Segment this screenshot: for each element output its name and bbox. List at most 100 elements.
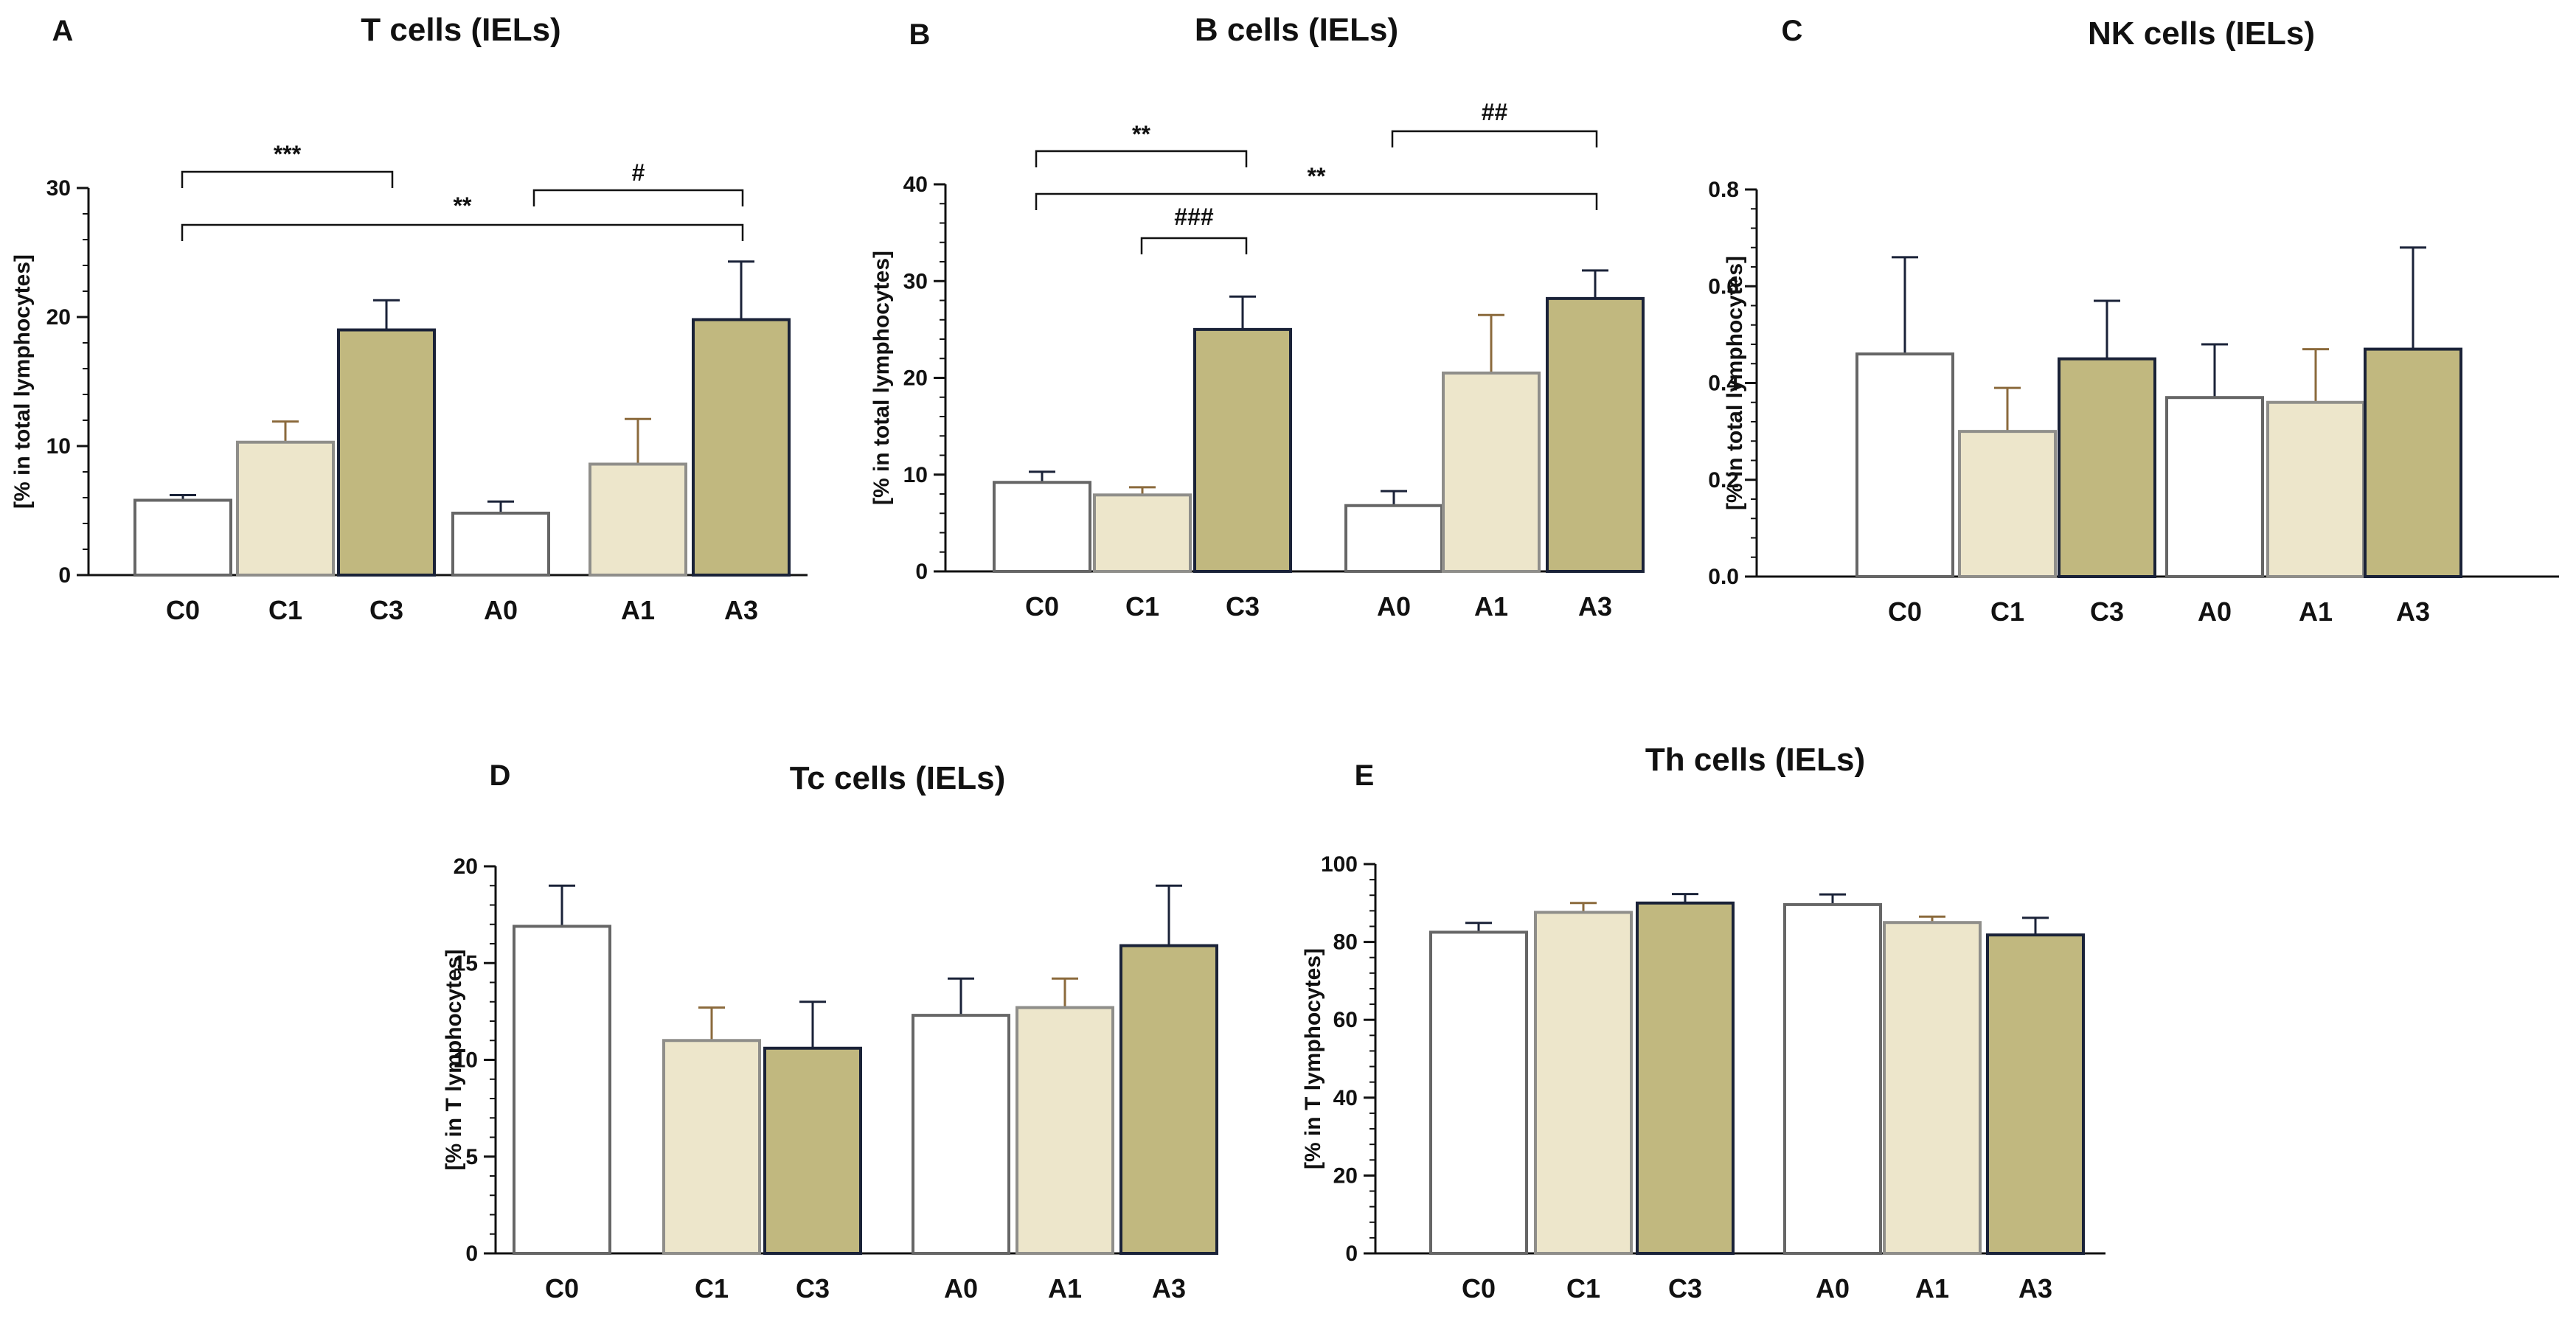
panel-letter: B xyxy=(909,18,931,51)
y-tick-label: 15 xyxy=(454,951,478,975)
y-tick-label: 0.2 xyxy=(1708,468,1739,493)
significance-label: ** xyxy=(1132,121,1150,147)
y-tick-label: 60 xyxy=(1333,1008,1358,1032)
bar-c1 xyxy=(236,440,335,577)
bar-c1 xyxy=(1093,493,1192,573)
x-tick-label: C3 xyxy=(796,1273,830,1304)
bar-c0 xyxy=(513,925,611,1255)
y-axis-label: [% in T lymphocytes] xyxy=(1301,948,1325,1169)
y-axis-label: [% in total lymphocytes] xyxy=(10,254,35,509)
y-axis-label: [% in total lymphocytes] xyxy=(869,251,894,505)
x-tick-label: C0 xyxy=(545,1273,579,1304)
x-tick-label: C0 xyxy=(1888,596,1922,627)
x-tick-label: C3 xyxy=(2090,596,2124,627)
x-tick-label: A0 xyxy=(484,595,518,625)
significance-label: # xyxy=(632,159,645,186)
bar-c0 xyxy=(993,481,1091,573)
bar-a3 xyxy=(1546,296,1645,573)
bar-a1 xyxy=(2266,400,2365,578)
bar-a0 xyxy=(912,1014,1010,1255)
chart-panel-c: C NK cells (IELs) [% in total lymphocytes]… xyxy=(1708,15,2559,627)
y-tick-label: 5 xyxy=(465,1145,478,1169)
bar-a3 xyxy=(2364,347,2462,578)
bar-c0 xyxy=(133,498,232,577)
y-tick-label: 0.8 xyxy=(1708,178,1739,202)
bar-a0 xyxy=(451,512,550,577)
y-tick-label: 100 xyxy=(1321,852,1358,877)
x-tick-label: A3 xyxy=(2018,1273,2052,1304)
chart-title: Tc cells (IELs) xyxy=(790,760,1006,796)
bar-c3 xyxy=(1636,901,1735,1256)
x-tick-label: C1 xyxy=(268,595,302,625)
x-tick-label: C1 xyxy=(1125,591,1159,622)
bar-c0 xyxy=(1429,930,1528,1256)
chart-title: B cells (IELs) xyxy=(1195,12,1398,48)
y-tick-label: 0 xyxy=(58,563,71,588)
y-tick-label: 10 xyxy=(903,463,928,487)
panel-letter: D xyxy=(490,759,511,792)
significance-bracket xyxy=(181,170,394,188)
bar-a3 xyxy=(692,318,791,577)
x-tick-label: A3 xyxy=(724,595,758,625)
x-tick-label: A1 xyxy=(2299,596,2333,627)
x-tick-label: A3 xyxy=(2396,596,2430,627)
y-tick-label: 0.0 xyxy=(1708,565,1739,589)
bar-a1 xyxy=(1883,921,1982,1255)
chart-title: T cells (IELs) xyxy=(361,12,560,48)
y-tick-label: 0.4 xyxy=(1708,372,1739,396)
chart-panel-e: E Th cells (IELs) [% in T lymphocytes] 0 20 4… xyxy=(1301,742,2105,1304)
x-tick-label: A0 xyxy=(944,1273,978,1304)
y-tick-label: 40 xyxy=(903,173,928,197)
significance-label: ## xyxy=(1482,99,1508,125)
bar-c0 xyxy=(1855,352,1954,578)
bar-c1 xyxy=(662,1039,761,1255)
bar-c3 xyxy=(763,1046,862,1255)
panel-letter: E xyxy=(1355,759,1375,792)
panel-letter: A xyxy=(52,15,74,47)
x-tick-label: C0 xyxy=(1462,1273,1496,1304)
x-tick-label: A1 xyxy=(1915,1273,1949,1304)
y-tick-label: 0.6 xyxy=(1708,274,1739,299)
bar-c3 xyxy=(2058,357,2156,578)
x-tick-label: A0 xyxy=(2198,596,2232,627)
y-tick-label: 0 xyxy=(915,560,928,584)
bar-c3 xyxy=(337,328,436,577)
x-tick-label: C1 xyxy=(695,1273,729,1304)
bar-c1 xyxy=(1534,911,1633,1256)
y-tick-label: 20 xyxy=(454,855,478,879)
y-tick-label: 40 xyxy=(1333,1086,1358,1110)
chart-title: NK cells (IELs) xyxy=(2088,15,2315,52)
panel-letter: C xyxy=(1782,15,1803,47)
x-tick-label: C3 xyxy=(369,595,403,625)
y-tick-label: 0 xyxy=(1345,1242,1358,1266)
y-tick-label: 30 xyxy=(46,176,71,201)
significance-bracket xyxy=(1035,150,1248,167)
y-tick-label: 80 xyxy=(1333,930,1358,955)
significance-label: ** xyxy=(454,192,472,219)
y-tick-label: 20 xyxy=(46,305,71,330)
significance-bracket xyxy=(181,223,744,241)
significance-bracket xyxy=(1391,130,1598,147)
bar-a1 xyxy=(1442,371,1541,573)
significance-bracket xyxy=(1140,237,1248,254)
chart-panel-b: B B cells (IELs) [% in total lymphocytes] 0… xyxy=(869,12,1645,622)
x-tick-label: A0 xyxy=(1377,591,1411,622)
chart-panel-d: D Tc cells (IELs) [% in T lymphocytes] 0 5 10… xyxy=(442,759,1218,1304)
x-tick-label: A3 xyxy=(1578,591,1612,622)
y-tick-label: 10 xyxy=(46,434,71,459)
bar-a0 xyxy=(2165,396,2264,578)
bar-a1 xyxy=(589,462,687,577)
bar-a3 xyxy=(1986,933,2085,1255)
significance-bracket xyxy=(532,189,744,206)
x-tick-label: C3 xyxy=(1668,1273,1702,1304)
y-tick-label: 20 xyxy=(903,366,928,391)
y-tick-label: 10 xyxy=(454,1048,478,1073)
bar-c1 xyxy=(1958,430,2057,578)
x-tick-label: A3 xyxy=(1152,1273,1186,1304)
x-tick-label: C3 xyxy=(1226,591,1260,622)
x-tick-label: C1 xyxy=(1566,1273,1600,1304)
x-tick-label: A1 xyxy=(1474,591,1508,622)
x-tick-label: C0 xyxy=(1025,591,1059,622)
significance-bracket xyxy=(1035,192,1598,210)
